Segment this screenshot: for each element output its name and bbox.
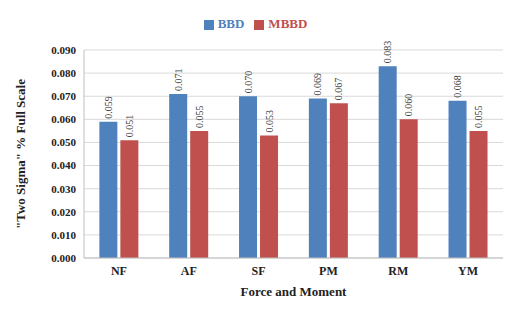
svg-text:YM: YM xyxy=(458,264,478,278)
svg-text:0.090: 0.090 xyxy=(51,44,76,56)
svg-text:0.053: 0.053 xyxy=(264,110,275,133)
svg-text:NF: NF xyxy=(111,264,127,278)
svg-text:0.060: 0.060 xyxy=(51,113,76,125)
svg-text:0.070: 0.070 xyxy=(51,90,76,102)
svg-text:0.030: 0.030 xyxy=(51,183,76,195)
svg-text:0.010: 0.010 xyxy=(51,229,76,241)
svg-text:0.080: 0.080 xyxy=(51,67,76,79)
svg-text:0.020: 0.020 xyxy=(51,206,76,218)
svg-text:0.071: 0.071 xyxy=(173,68,184,91)
svg-text:0.059: 0.059 xyxy=(103,96,114,119)
svg-text:0.069: 0.069 xyxy=(312,73,323,96)
svg-text:0.067: 0.067 xyxy=(333,78,344,101)
svg-text:0.070: 0.070 xyxy=(243,71,254,94)
svg-text:0.055: 0.055 xyxy=(194,105,205,128)
svg-text:0.060: 0.060 xyxy=(403,94,414,117)
html-text:BBD: BBD xyxy=(217,16,245,31)
svg-text:RM: RM xyxy=(388,264,408,278)
svg-text:0.051: 0.051 xyxy=(124,115,135,138)
svg-text:0.000: 0.000 xyxy=(51,252,76,264)
svg-text:"Two Sigma" % Full Scale: "Two Sigma" % Full Scale xyxy=(13,79,28,229)
svg-text:Force and Moment: Force and Moment xyxy=(241,284,348,299)
html-text:MBBD: MBBD xyxy=(268,16,308,31)
svg-text:0.055: 0.055 xyxy=(473,105,484,128)
svg-text:PM: PM xyxy=(319,264,338,278)
svg-text:0.050: 0.050 xyxy=(51,136,76,148)
svg-text:0.040: 0.040 xyxy=(51,159,76,171)
svg-text:0.068: 0.068 xyxy=(452,75,463,98)
svg-text:AF: AF xyxy=(181,264,197,278)
svg-text:0.083: 0.083 xyxy=(382,41,393,64)
svg-text:SF: SF xyxy=(252,264,266,278)
